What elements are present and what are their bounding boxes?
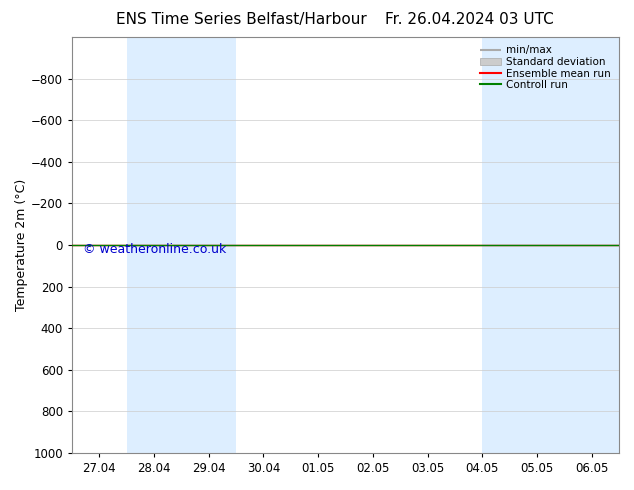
Bar	[482, 37, 564, 453]
Bar	[127, 37, 236, 453]
Text: ENS Time Series Belfast/Harbour: ENS Time Series Belfast/Harbour	[115, 12, 366, 27]
Text: Fr. 26.04.2024 03 UTC: Fr. 26.04.2024 03 UTC	[385, 12, 553, 27]
Y-axis label: Temperature 2m (°C): Temperature 2m (°C)	[15, 179, 28, 311]
Text: © weatheronline.co.uk: © weatheronline.co.uk	[83, 243, 226, 256]
Legend: min/max, Standard deviation, Ensemble mean run, Controll run: min/max, Standard deviation, Ensemble me…	[477, 42, 614, 93]
Bar	[564, 37, 619, 453]
